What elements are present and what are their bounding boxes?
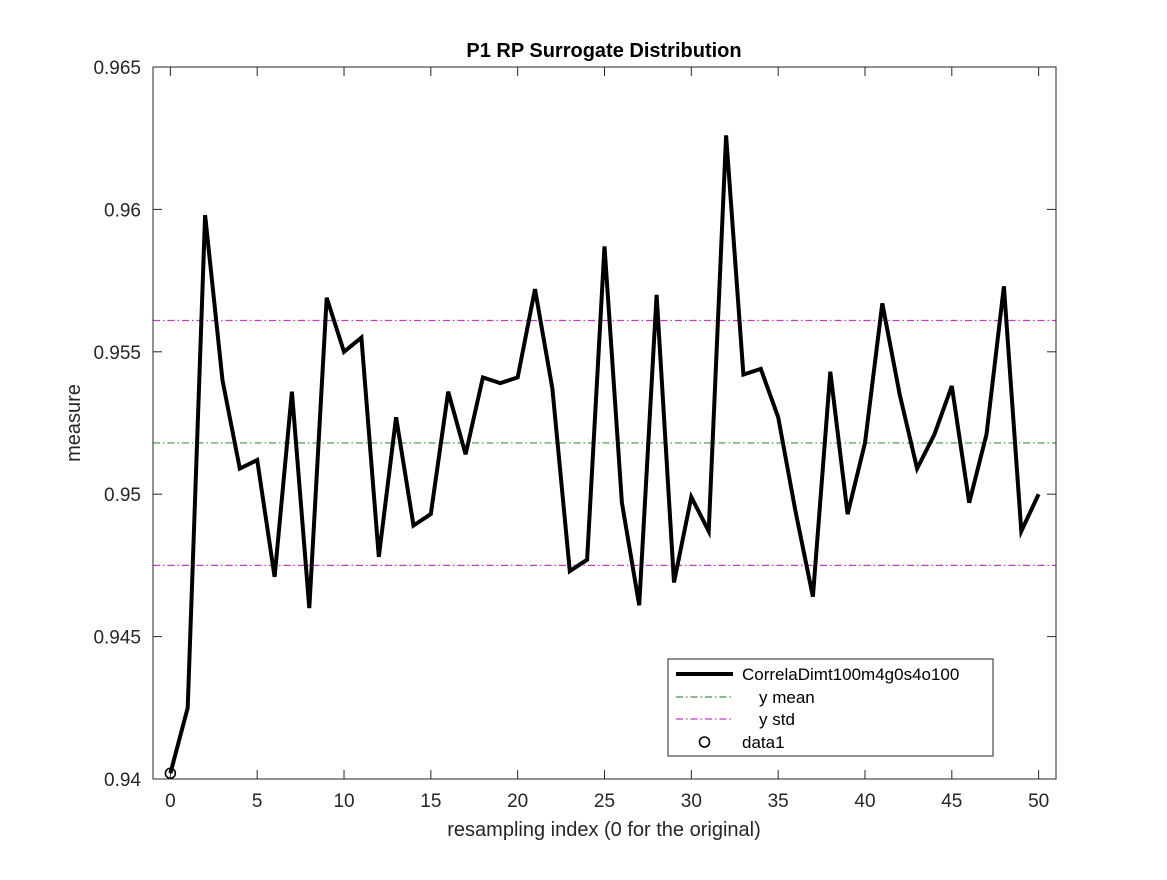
y-tick-label: 0.945 xyxy=(93,628,141,649)
x-tick-label: 50 xyxy=(1028,791,1049,812)
y-tick-label: 0.96 xyxy=(104,200,141,221)
x-tick-label: 5 xyxy=(252,791,263,812)
x-tick-label: 25 xyxy=(594,791,615,812)
legend-entry-correladim-label: CorrelaDimt100m4g0s4o100 xyxy=(742,665,959,684)
legend-entry-data1-label: data1 xyxy=(742,733,785,752)
x-tick-label: 30 xyxy=(681,791,702,812)
x-tick-label: 0 xyxy=(165,791,176,812)
legend: CorrelaDimt100m4g0s4o100 y mean y std data1 xyxy=(668,659,993,756)
x-tick-label: 15 xyxy=(420,791,441,812)
y-tick-label: 0.955 xyxy=(93,343,141,364)
y-tick-label: 0.965 xyxy=(93,58,141,79)
legend-entry-y-std-label: y std xyxy=(759,710,795,729)
x-tick-label: 20 xyxy=(507,791,528,812)
legend-entry-y-mean-label: y mean xyxy=(759,688,815,707)
x-tick-label: 40 xyxy=(854,791,875,812)
x-tick-label: 35 xyxy=(768,791,789,812)
x-axis-title: resampling index (0 for the original) xyxy=(447,819,761,841)
y-axis-title: measure xyxy=(63,384,85,462)
x-tick-label: 10 xyxy=(333,791,354,812)
y-tick-label: 0.95 xyxy=(104,485,141,506)
chart-title: P1 RP Surrogate Distribution xyxy=(466,40,741,62)
y-tick-label: 0.94 xyxy=(104,770,141,791)
x-tick-label: 45 xyxy=(941,791,962,812)
